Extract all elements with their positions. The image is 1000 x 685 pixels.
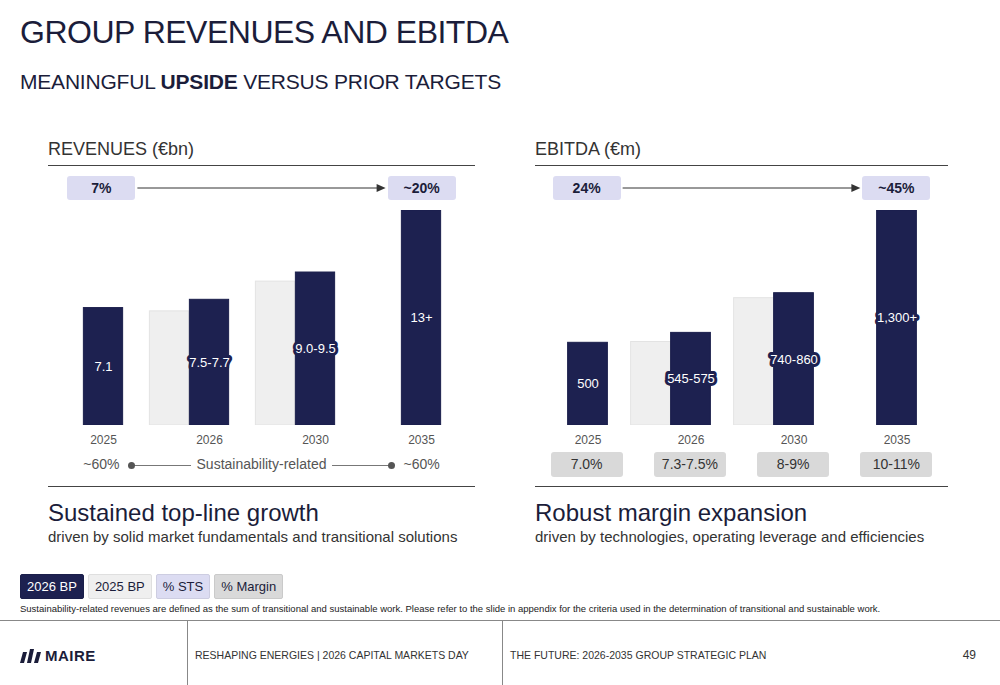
- svg-text:2026: 2026: [678, 433, 705, 447]
- html-text:Sustainability-related revenue: Sustainability-related revenues are defi…: [20, 603, 881, 614]
- html-text:GROUP REVENUES AND EBITDA: GROUP REVENUES AND EBITDA: [20, 14, 509, 50]
- svg-text:2025: 2025: [575, 433, 602, 447]
- html-text:8-9%: 8-9%: [776, 456, 810, 472]
- html-text:~60%: ~60%: [83, 456, 120, 472]
- html-text:% STS: % STS: [162, 579, 204, 594]
- html-text:~60%: ~60%: [403, 456, 440, 472]
- svg-text:7.1: 7.1: [94, 359, 112, 374]
- html-text:MAIRE: MAIRE: [45, 647, 96, 664]
- html-text:Sustainability-related: Sustainability-related: [196, 456, 327, 472]
- svg-text:740-860: 740-860: [770, 352, 818, 367]
- html-text:49: 49: [962, 648, 976, 662]
- html-text:RESHAPING ENERGIES | 2026 CAPI: RESHAPING ENERGIES | 2026 CAPITAL MARKET…: [195, 649, 469, 661]
- html-text:EBITDA (€m): EBITDA (€m): [535, 139, 641, 159]
- svg-text:13+: 13+: [410, 310, 432, 325]
- svg-text:1,300+: 1,300+: [877, 310, 917, 325]
- html-text:7%: 7%: [91, 180, 112, 196]
- html-text:driven by technologies, operat: driven by technologies, operating levera…: [535, 528, 925, 545]
- svg-text:545-575: 545-575: [667, 371, 715, 386]
- svg-text:2030: 2030: [302, 433, 329, 447]
- html-text:2026 BP: 2026 BP: [27, 579, 77, 594]
- svg-text:7.5-7.7: 7.5-7.7: [189, 355, 229, 370]
- svg-text:2035: 2035: [884, 433, 911, 447]
- html-text:THE FUTURE: 2026-2035 GROUP ST: THE FUTURE: 2026-2035 GROUP STRATEGIC PL…: [510, 649, 767, 661]
- html-text:2025 BP: 2025 BP: [94, 579, 145, 594]
- svg-text:9.0-9.5: 9.0-9.5: [295, 341, 335, 356]
- svg-text:2035: 2035: [408, 433, 435, 447]
- svg-text:500: 500: [577, 376, 599, 391]
- html-text:24%: 24%: [572, 180, 601, 196]
- html-text:% Margin: % Margin: [221, 579, 277, 594]
- html-text:~45%: ~45%: [878, 180, 915, 196]
- html-text:7.0%: 7.0%: [570, 456, 603, 472]
- html-text:7.3-7.5%: 7.3-7.5%: [661, 456, 718, 472]
- html-text:driven by solid market fundame: driven by solid market fundamentals and …: [48, 528, 458, 545]
- html-text:REVENUES (€bn): REVENUES (€bn): [48, 139, 195, 159]
- svg-text:2025: 2025: [90, 433, 117, 447]
- html-text:Sustained top-line growth: Sustained top-line growth: [48, 499, 319, 526]
- svg-text:2026: 2026: [196, 433, 223, 447]
- html-text:MEANINGFUL UPSIDE VERSUS PRIOR: MEANINGFUL UPSIDE VERSUS PRIOR TARGETS: [20, 70, 501, 93]
- svg-text:2030: 2030: [781, 433, 808, 447]
- html-text:Robust margin expansion: Robust margin expansion: [535, 499, 808, 526]
- html-text:10-11%: 10-11%: [872, 456, 920, 472]
- html-text:~20%: ~20%: [403, 180, 440, 196]
